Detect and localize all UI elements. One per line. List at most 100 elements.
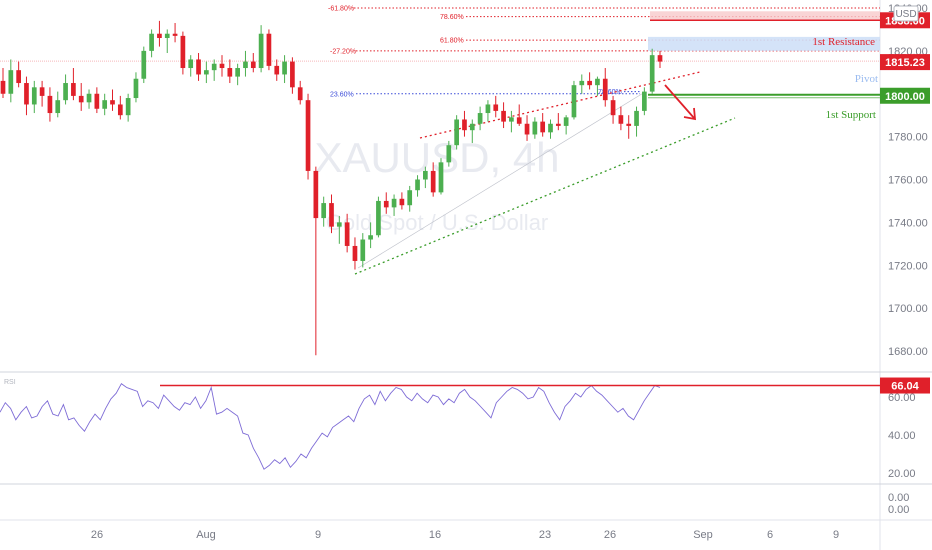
candle-body (157, 33, 162, 39)
candle-body (336, 222, 342, 227)
candle-body (383, 200, 389, 208)
candle-body (172, 33, 178, 36)
channel-guide (357, 91, 646, 269)
candle-body (219, 63, 225, 69)
candle-body (485, 104, 491, 114)
currency-badge[interactable]: USD (893, 5, 919, 22)
candle-body (313, 170, 319, 219)
candle-body (8, 70, 14, 94)
candle-body (235, 68, 240, 77)
projection-arrowhead (683, 107, 697, 121)
candle-body (258, 33, 264, 69)
candle-body (274, 65, 280, 75)
candle-body (39, 87, 45, 96)
candle-body (125, 98, 131, 116)
price-tick-label: 1700.00 (888, 303, 928, 315)
candle-body (462, 119, 467, 131)
candle-body (642, 91, 647, 111)
level-labels: 1st Resistance Pivot 1st Support (812, 36, 878, 121)
fib-level-label: 78.60% (440, 14, 464, 21)
rsi-title: RSI (4, 379, 16, 386)
price-tick-label: 1780.00 (888, 132, 928, 144)
fib-level-label: -27.20% (330, 48, 356, 55)
candle-body (243, 61, 248, 69)
rsi-tick-label: 60.00 (888, 392, 916, 404)
symbol-watermark: XAUUSD, 4h Gold Spot / U.S. Dollar (314, 134, 559, 235)
candle-body (211, 63, 217, 71)
candle-body (352, 245, 358, 261)
candle-body (610, 100, 616, 116)
candle-body (595, 78, 600, 86)
candle-body (196, 59, 201, 75)
candle-body (501, 110, 506, 122)
candle-body (430, 170, 436, 193)
candle-body (509, 117, 514, 122)
candle-body (297, 87, 303, 101)
candle-body (94, 93, 100, 109)
candle-body (47, 95, 53, 114)
time-tick-label: Aug (196, 529, 216, 541)
candle-body (626, 123, 632, 126)
candle-body (180, 35, 186, 69)
last-price-tag-bg (880, 54, 930, 71)
lower-tick-label: 0.00 (888, 504, 909, 516)
time-tick-label: 26 (604, 529, 616, 541)
candle-body (516, 117, 522, 124)
pivot-zone (648, 36, 880, 51)
price-tick-label: 1680.00 (888, 346, 928, 358)
candle-body (391, 198, 397, 208)
candle-body (204, 70, 209, 75)
support-price-tag-bg (880, 87, 930, 104)
candle-body (657, 55, 663, 62)
candle-body (305, 100, 311, 171)
candle-body (602, 78, 608, 101)
candle-body (415, 179, 420, 191)
candle-body (117, 104, 123, 116)
lower-tick-label: 0.00 (888, 492, 909, 504)
candle-body (540, 121, 546, 133)
time-tick-label: 6 (767, 529, 773, 541)
candle-body (548, 123, 553, 133)
candle-body (71, 83, 76, 96)
support-label: 1st Support (826, 109, 876, 121)
candle-body (164, 33, 170, 39)
time-tick-label: 9 (833, 529, 839, 541)
last-price-tag: 1815.23 (885, 57, 925, 69)
time-axis[interactable]: 26 Aug 9 16 23 26 Sep 6 9 (91, 529, 839, 541)
candle-body (649, 55, 655, 92)
rising-support-trendline (354, 117, 736, 275)
candle-body (282, 61, 287, 75)
candle-body (188, 59, 194, 69)
candle-body (618, 115, 624, 124)
candle-body (477, 113, 483, 124)
projection-arrow (664, 84, 695, 119)
candle-body (571, 85, 577, 118)
candle-body (344, 222, 350, 246)
time-tick-label: 16 (429, 529, 441, 541)
candle-body (454, 119, 459, 146)
resistance-zone (650, 11, 880, 21)
time-tick-label: Sep (693, 529, 713, 541)
level-zones (0, 11, 880, 99)
trendlines (354, 71, 736, 275)
candle-body (407, 190, 413, 206)
rsi-value-tag: 66.04 (891, 381, 919, 393)
candle-body (438, 162, 444, 193)
watermark-symbol: XAUUSD, 4h (314, 134, 559, 181)
rsi-line (0, 383, 661, 470)
candle-body (141, 50, 147, 79)
candle-body (0, 80, 6, 94)
price-tick-label: 1720.00 (888, 260, 928, 272)
currency-label: USD (895, 9, 916, 20)
candle-body (321, 203, 327, 219)
candle-body (329, 203, 334, 227)
candle-body (16, 70, 21, 84)
candle-body (250, 61, 256, 69)
rsi-value-tag-bg (880, 377, 930, 394)
candle-body (399, 198, 405, 206)
rsi-tick-label: 20.00 (888, 468, 916, 480)
price-axis[interactable]: 1840.001820.001800.001780.001760.001740.… (888, 3, 928, 516)
candle-body (360, 239, 366, 261)
candle-body (493, 104, 499, 111)
